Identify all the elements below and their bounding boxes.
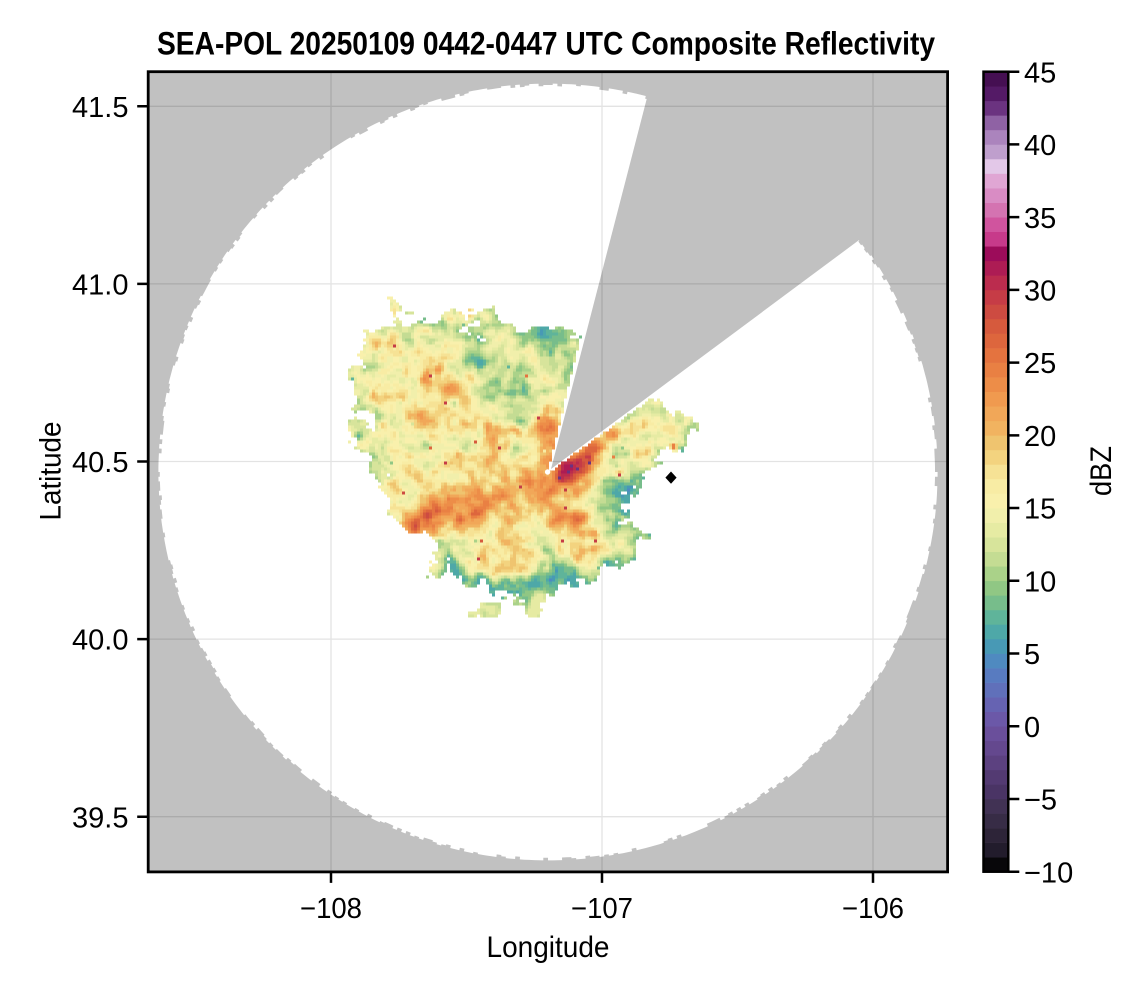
svg-text:15: 15 [1024, 494, 1056, 526]
svg-text:25: 25 [1024, 348, 1056, 380]
svg-text:40.0: 40.0 [72, 625, 128, 657]
svg-text:10: 10 [1024, 566, 1056, 598]
svg-text:41.0: 41.0 [72, 270, 128, 302]
svg-text:−10: −10 [1024, 857, 1073, 889]
svg-text:39.5: 39.5 [72, 802, 128, 834]
svg-text:30: 30 [1024, 275, 1056, 307]
svg-text:−5: −5 [1024, 785, 1057, 817]
svg-text:Longitude: Longitude [487, 931, 610, 964]
svg-text:Latitude: Latitude [35, 422, 68, 521]
svg-text:−106: −106 [842, 893, 904, 925]
svg-text:41.5: 41.5 [72, 92, 128, 124]
svg-text:35: 35 [1024, 203, 1056, 235]
svg-text:5: 5 [1024, 639, 1040, 671]
svg-text:20: 20 [1024, 421, 1056, 453]
svg-text:−108: −108 [300, 893, 362, 925]
svg-text:40: 40 [1024, 130, 1056, 162]
svg-text:−107: −107 [571, 893, 633, 925]
svg-text:40.5: 40.5 [72, 447, 128, 479]
svg-text:45: 45 [1024, 57, 1056, 89]
svg-text:SEA-POL 20250109 0442-0447 UTC: SEA-POL 20250109 0442-0447 UTC Composite… [157, 26, 935, 62]
svg-text:dBZ: dBZ [1085, 446, 1118, 496]
svg-text:0: 0 [1024, 712, 1040, 744]
